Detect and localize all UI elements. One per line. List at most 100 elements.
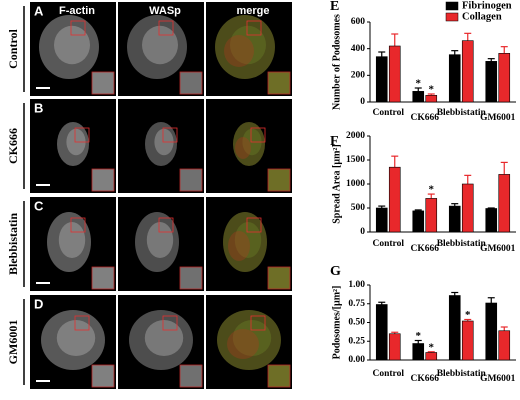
column-label: F-actin <box>59 5 95 17</box>
x-tick-label: Blebbistatin <box>437 369 487 379</box>
row-label: CK666 <box>6 128 20 164</box>
roi-box <box>74 315 90 331</box>
bar <box>388 333 401 361</box>
cell-core <box>234 222 262 258</box>
cell-red <box>228 231 250 261</box>
roi-box <box>162 315 178 331</box>
inset <box>179 71 203 95</box>
cell <box>223 212 267 272</box>
inset <box>267 364 291 388</box>
legend-label: Fibrinogen <box>462 0 512 11</box>
x-tick-label: CK666 <box>411 113 440 123</box>
y-tick-label: 1.00 <box>348 280 365 290</box>
significance: * <box>429 341 435 353</box>
column-label: WASp <box>149 5 181 17</box>
panel-letter: B <box>34 100 43 115</box>
legend-swatch <box>445 12 459 22</box>
x-tick-label: Blebbistatin <box>437 108 487 118</box>
bar <box>461 183 474 233</box>
panel-letter: D <box>34 296 43 311</box>
y-tick-label: 0.25 <box>348 336 365 346</box>
panel-letter: F <box>330 134 339 149</box>
cell-red <box>235 137 251 159</box>
x-tick-label: CK666 <box>411 374 440 384</box>
y-tick-label: 0.50 <box>348 318 365 328</box>
cell <box>57 122 89 166</box>
roi-box <box>158 217 174 233</box>
cell-red <box>224 35 254 67</box>
bar <box>425 352 438 361</box>
x-tick-label: Blebbistatin <box>437 239 487 249</box>
roi-box <box>70 20 86 36</box>
significance: * <box>429 84 435 96</box>
panel-letter: G <box>330 264 341 279</box>
y-tick-label: 0.00 <box>348 355 365 365</box>
y-tick-label: 1000 <box>346 179 365 189</box>
inset <box>91 71 115 95</box>
roi-box <box>250 315 266 331</box>
panel-letter: A <box>34 3 44 18</box>
y-tick-label: 0.75 <box>348 299 365 309</box>
cell <box>233 122 265 166</box>
roi-box <box>246 217 262 233</box>
cell-core <box>54 25 90 65</box>
x-tick-label: Control <box>373 108 405 118</box>
x-tick-label: GM6001 <box>480 374 516 384</box>
significance: * <box>465 309 471 321</box>
y-tick-label: 400 <box>351 44 366 54</box>
y-tick-label: 1500 <box>346 155 365 165</box>
x-tick-label: GM6001 <box>480 113 516 123</box>
bar <box>388 166 401 233</box>
y-tick-label: 0 <box>360 97 365 107</box>
legend-label: Collagen <box>462 11 502 22</box>
inset <box>91 364 115 388</box>
cell-core <box>232 320 272 356</box>
cell-red <box>227 329 259 359</box>
bar <box>461 40 474 103</box>
y-tick-label: 0 <box>360 227 365 237</box>
bar <box>498 174 511 233</box>
x-tick-label: CK666 <box>411 244 440 254</box>
bar <box>448 205 461 233</box>
panel-letter: E <box>330 0 339 14</box>
inset <box>179 168 203 192</box>
inset <box>267 266 291 290</box>
y-tick-label: 2000 <box>346 131 365 141</box>
roi-box <box>246 20 262 36</box>
inset <box>267 168 291 192</box>
legend-swatch <box>445 1 459 11</box>
row-label: GM6001 <box>6 320 20 365</box>
x-tick-label: Control <box>373 369 405 379</box>
inset <box>91 266 115 290</box>
cell <box>145 122 177 166</box>
bar <box>425 95 438 103</box>
roi-box <box>74 127 90 143</box>
y-axis-label: Podosomes/[µm²] <box>331 286 342 360</box>
bar <box>388 45 401 103</box>
bar <box>375 207 388 233</box>
x-tick-label: Control <box>373 239 405 249</box>
inset <box>179 266 203 290</box>
y-axis-label: Spread Area [µm²] <box>331 144 342 224</box>
cell-core <box>146 222 174 258</box>
row-label: Control <box>6 28 20 68</box>
bar <box>412 91 425 103</box>
y-tick-label: 200 <box>351 71 366 81</box>
significance: * <box>416 78 422 90</box>
cell <box>215 15 275 79</box>
bar <box>375 56 388 103</box>
bar <box>461 320 474 361</box>
column-label: merge <box>236 5 269 17</box>
roi-box <box>162 127 178 143</box>
bar <box>412 343 425 361</box>
bar <box>375 304 388 361</box>
cell <box>47 212 91 272</box>
bar <box>485 208 498 233</box>
cell <box>127 15 187 79</box>
panel-letter: C <box>34 198 44 213</box>
bar <box>412 210 425 233</box>
x-tick-label: GM6001 <box>480 244 516 254</box>
bar <box>448 295 461 361</box>
cell <box>39 15 99 79</box>
